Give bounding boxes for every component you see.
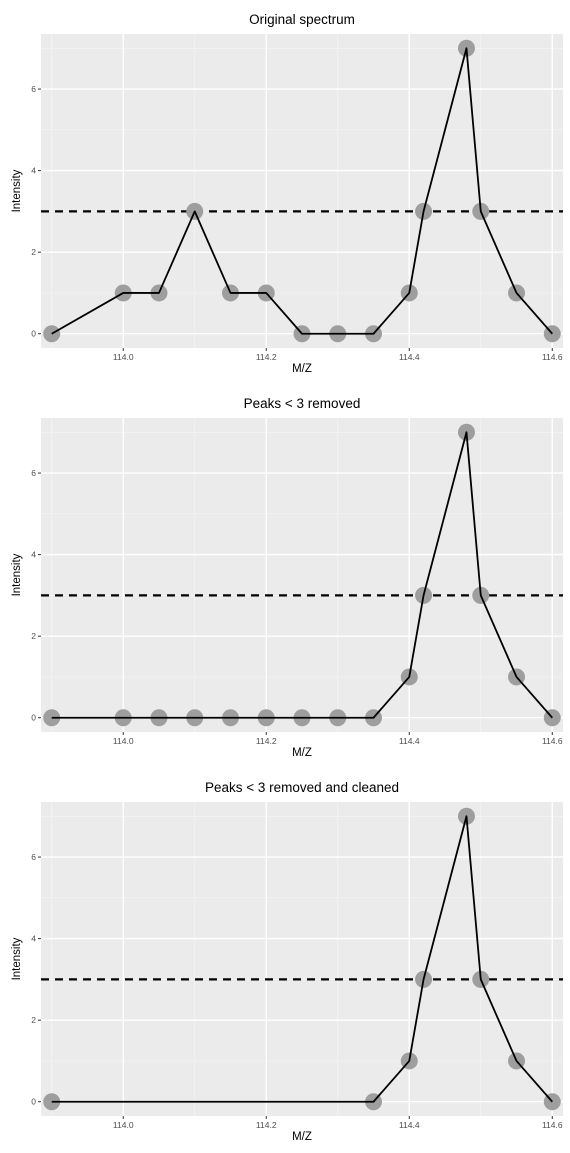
x-tick-label: 114.0 <box>113 736 134 746</box>
y-tick-label: 6 <box>31 852 36 862</box>
plot-panel-background <box>41 802 563 1116</box>
chart-title: Original spectrum <box>249 12 355 27</box>
data-point <box>43 709 61 727</box>
y-tick-label: 6 <box>31 468 36 478</box>
y-tick-label: 4 <box>31 550 36 560</box>
series-line <box>51 47 553 335</box>
y-tick-label: 0 <box>31 329 36 339</box>
y-tick-label: 4 <box>31 166 36 176</box>
x-tick-label: 114.6 <box>542 736 563 746</box>
chart-panel-1: Original spectrum 114.0 114.2 114.4 114.6 0 2 4… <box>11 12 563 375</box>
y-tick-label: 4 <box>31 934 36 944</box>
x-tick-label: 114.2 <box>256 1120 277 1130</box>
x-tick-label: 114.0 <box>113 352 134 362</box>
x-tick-label: 114.4 <box>399 1120 420 1130</box>
y-axis-title: Intensity <box>11 937 23 980</box>
y-tick-label: 0 <box>31 713 36 723</box>
y-tick-label: 2 <box>31 1015 36 1025</box>
x-tick-label: 114.2 <box>256 352 277 362</box>
y-tick-label: 0 <box>31 1097 36 1107</box>
y-axis-title: Intensity <box>11 553 23 596</box>
plot-panel-background <box>41 418 563 732</box>
series-line <box>51 815 553 1103</box>
plot-panel-background <box>41 34 563 348</box>
x-tick-label: 114.4 <box>399 736 420 746</box>
x-axis-title: M/Z <box>292 363 312 375</box>
y-tick-label: 2 <box>31 247 36 257</box>
x-axis-title: M/Z <box>292 747 312 759</box>
x-tick-label: 114.2 <box>256 736 277 746</box>
chart-panel-3: Peaks < 3 removed and cleaned 114.0 114.2 1… <box>11 780 563 1143</box>
x-tick-label: 114.4 <box>399 352 420 362</box>
data-point <box>43 325 61 343</box>
y-tick-label: 2 <box>31 631 36 641</box>
chart-panel-2: Peaks < 3 removed 114.0 114.2 114.4 114.6 0 2 4… <box>11 396 563 759</box>
chart-title: Peaks < 3 removed <box>244 396 361 411</box>
series-line <box>51 431 553 719</box>
data-point <box>43 1093 61 1111</box>
x-axis-title: M/Z <box>292 1131 312 1143</box>
chart-title: Peaks < 3 removed and cleaned <box>205 780 399 795</box>
y-tick-label: 6 <box>31 84 36 94</box>
y-axis-title: Intensity <box>11 169 23 212</box>
x-tick-label: 114.6 <box>542 352 563 362</box>
x-tick-label: 114.0 <box>113 1120 134 1130</box>
x-tick-label: 114.6 <box>542 1120 563 1130</box>
